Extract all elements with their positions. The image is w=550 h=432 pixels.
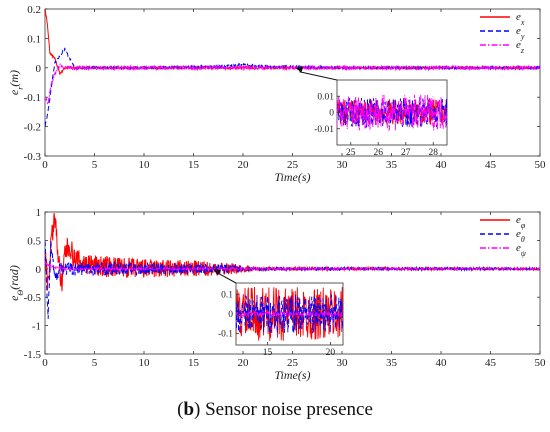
x-tick-label: 0: [42, 159, 48, 171]
y-tick-label: -1: [32, 321, 41, 333]
inset-series-line-1: [236, 294, 343, 334]
x-tick-label: 5: [92, 357, 98, 369]
inset-y-tick-label: 0.01: [317, 92, 334, 102]
x-tick-label: 25: [287, 357, 299, 369]
inset-x-tick-label: 28: [429, 148, 439, 158]
legend-entry-2: eψ: [516, 242, 527, 258]
x-tick-label: 5: [92, 159, 98, 171]
x-tick-label: 45: [485, 357, 497, 369]
x-tick-label: 40: [436, 357, 448, 369]
inset-series-line-2: [337, 94, 447, 132]
x-tick-label: 45: [485, 159, 497, 171]
x-tick-label: 35: [386, 159, 398, 171]
y-axis-label: er(m): [7, 70, 25, 95]
x-tick-label: 25: [287, 159, 299, 171]
y-tick-label: -0.3: [24, 151, 42, 163]
inset-y-tick-label: -0.01: [314, 125, 334, 135]
zoom-arrow-line: [299, 71, 338, 81]
y-tick-label: -0.5: [24, 292, 42, 304]
plot-frame: [44, 8, 541, 157]
y-tick-label: -0.1: [24, 92, 41, 104]
x-tick-label: 0: [42, 357, 48, 369]
x-tick-label: 30: [337, 159, 349, 171]
y-tick-label: 0: [36, 63, 42, 75]
zoom-arrow-head: [213, 268, 221, 276]
inset-y-tick-label: 0: [228, 310, 233, 320]
x-tick-label: 15: [188, 357, 200, 369]
x-tick-label: 50: [535, 159, 547, 171]
y-tick-label: 0.5: [27, 235, 41, 247]
inset-x-tick-label: 25: [346, 148, 356, 158]
x-tick-label: 30: [337, 357, 349, 369]
x-axis-label: Time(s): [275, 368, 311, 382]
inset-y-tick-label: -0.1: [218, 329, 233, 339]
panel-position-error: 0 5 10 15 20 25 30 35 40 45 50-0.3-0.2-0.100.10.2T…: [7, 4, 546, 184]
legend-entry-1: ey: [516, 25, 525, 41]
zoom-arrow-head: [295, 66, 304, 73]
y-tick-label: 0: [36, 264, 42, 276]
series-line-0: [45, 212, 540, 292]
x-tick-label: 10: [139, 159, 151, 171]
series-line-2: [45, 260, 540, 272]
panel-attitude-error: 0 5 10 15 20 25 30 35 40 45 50 -1.5 -1 -0.5 0 0.5 1 Time(…: [7, 207, 546, 382]
legend-entry-0: ex: [516, 11, 525, 27]
y-tick-label: 0.1: [27, 33, 41, 45]
y-tick-label: 1: [36, 207, 42, 219]
y-tick-label: -1.5: [24, 349, 42, 361]
x-tick-label: 35: [386, 357, 398, 369]
inset-y-tick-label: 0: [329, 109, 334, 119]
inset-series-line-2: [236, 310, 343, 318]
series-line-1: [45, 47, 540, 127]
y-tick-label: -0.2: [24, 122, 41, 134]
inset-x-tick-label: 26: [374, 148, 384, 158]
zoom-arrow-line: [217, 272, 237, 284]
inset-x-tick-label: 15: [263, 348, 273, 358]
x-tick-label: 20: [238, 159, 250, 171]
x-tick-label: 15: [188, 159, 200, 171]
inset-x-tick-label: 27: [401, 148, 411, 158]
inset-y-tick-label: 0.1: [221, 291, 233, 301]
x-tick-label: 20: [238, 357, 250, 369]
y-tick-label: 0.2: [27, 4, 41, 16]
x-tick-label: 50: [535, 357, 547, 369]
x-tick-label: 10: [139, 357, 151, 369]
figure-caption: (b) Sensor noise presence: [177, 399, 373, 420]
y-axis-label: eΘ(rad): [7, 265, 25, 301]
legend-entry-0: eφ: [516, 214, 526, 230]
x-axis-label: Time(s): [275, 170, 311, 184]
legend-entry-1: eθ: [516, 228, 525, 244]
x-tick-label: 40: [436, 159, 448, 171]
inset-x-tick-label: 20: [326, 348, 336, 358]
legend-entry-2: ez: [516, 39, 525, 55]
series-line-2: [45, 63, 540, 105]
